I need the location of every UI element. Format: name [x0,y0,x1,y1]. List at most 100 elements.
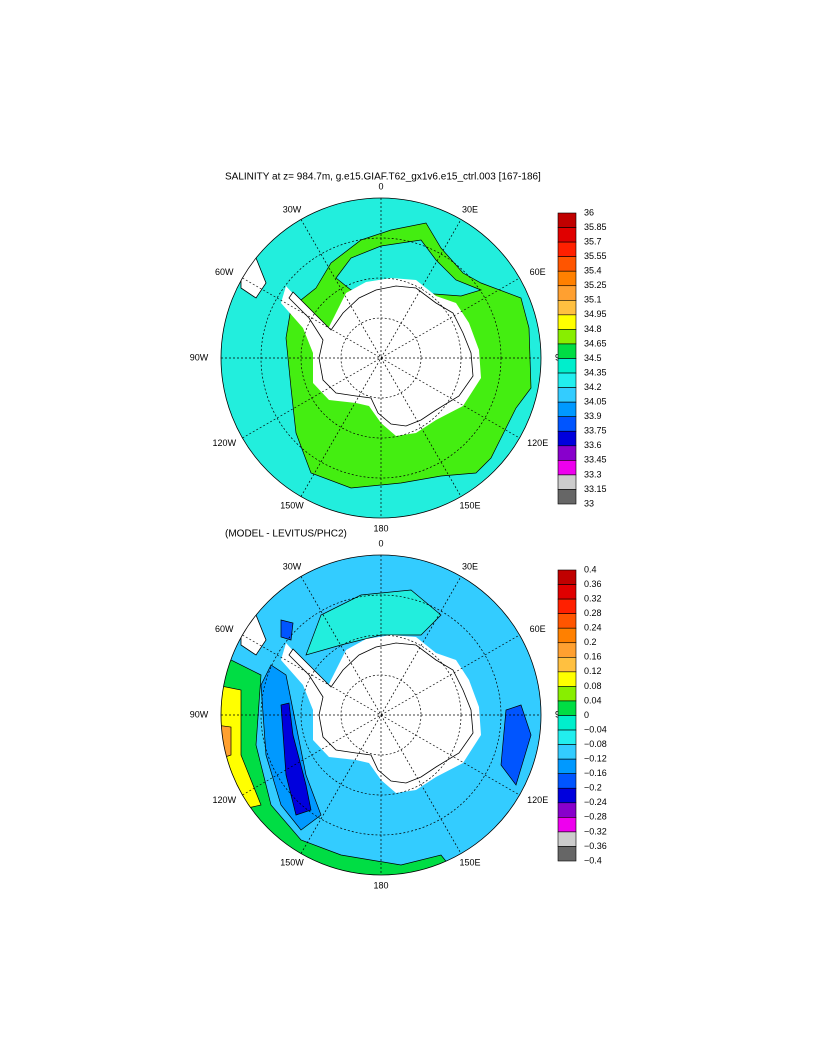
colorbar-label: 34.95 [584,309,607,319]
colorbar-label: −0.32 [584,826,607,836]
colorbar-swatch [557,372,577,388]
longitude-label: 30E [462,204,478,214]
colorbar-swatch [557,241,577,257]
colorbar-label: −0.28 [584,812,607,822]
colorbar-swatch [557,831,577,847]
map-border [220,554,542,876]
region [280,702,312,816]
colorbar-swatch [557,700,577,716]
colorbar-swatch [557,598,577,614]
colorbar-swatch [557,212,577,228]
longitude-label: 0 [378,181,383,191]
colorbar-swatch [557,489,577,505]
colorbar-label: −0.36 [584,841,607,851]
colorbar-label: 33 [584,498,594,508]
colorbar-swatch [557,387,577,403]
colorbar-label: 34.35 [584,367,607,377]
longitude-label: 150W [280,857,304,867]
longitude-label: 0 [378,538,383,548]
meridian [300,576,462,854]
colorbar-swatch [557,299,577,316]
colorbar-label: 34.5 [584,353,602,363]
colorbar-label: 35.25 [584,280,607,290]
longitude-label: 180 [373,523,388,533]
region [500,704,532,786]
colorbar-swatch [557,285,577,301]
colorbar-label: 34.05 [584,397,607,407]
map-title: SALINITY at z= 984.7m, g.e15.GIAF.T62_gx… [225,172,541,183]
colorbar-swatch [557,686,577,702]
colorbar-swatch [557,787,577,804]
colorbar-label: 0.12 [584,666,602,676]
colorbar-label: 0.16 [584,652,602,662]
region [305,589,442,656]
colorbar-swatch [557,343,577,359]
colorbar-swatch [557,627,577,644]
colorbar-swatch [557,758,577,775]
longitude-label: 30W [283,561,302,571]
colorbar-swatch [557,584,577,600]
colorbar-label: −0.12 [584,754,607,764]
longitude-label: 150E [459,500,480,510]
colorbar-label: −0.08 [584,739,607,749]
colorbar-swatch [557,227,577,243]
longitude-label: 90W [190,352,209,362]
longitude-label: 180 [373,880,388,890]
colorbar-swatch [557,430,577,447]
colorbar-swatch [557,671,577,687]
longitude-label: 30E [462,561,478,571]
colorbar-label: 0.04 [584,695,602,705]
colorbar-label: 35.4 [584,266,602,276]
colorbar-label: 0.08 [584,681,602,691]
colorbar-label: −0.04 [584,724,607,734]
map-border [220,197,542,519]
colorbar-swatch [557,569,577,585]
colorbar-label: 0.36 [584,579,602,589]
longitude-label: 120W [213,438,237,448]
colorbar-swatch [557,460,577,476]
colorbar-label: 0.4 [584,564,597,574]
longitude-label: 150W [280,500,304,510]
colorbar-swatch [557,715,577,731]
longitude-label: 120W [213,795,237,805]
colorbar-swatch [557,846,577,862]
longitude-label: 60W [215,624,234,634]
longitude-label: 150E [459,857,480,867]
colorbar-swatch [557,613,577,629]
colorbar-swatch [557,256,577,272]
colorbar-label: 35.55 [584,251,607,261]
colorbar-label: 0 [584,710,589,720]
longitude-label: 30W [283,204,302,214]
colorbar-swatch [557,416,577,432]
colorbar-swatch [557,773,577,789]
map: (MODEL - LEVITUS/PHC2)030E60E90E120E150E… [190,529,607,891]
region [280,619,294,641]
colorbar-swatch [557,817,577,833]
colorbar-label: 0.28 [584,608,602,618]
longitude-label: 90W [190,709,209,719]
colorbar-label: 34.2 [584,382,602,392]
colorbar-label: 33.6 [584,440,602,450]
colorbar-label: 33.15 [584,484,607,494]
colorbar-label: 33.45 [584,455,607,465]
colorbar-swatch [557,802,577,818]
colorbar-label: 34.65 [584,338,607,348]
colorbar-swatch [557,474,577,490]
longitude-label: 60W [215,267,234,277]
colorbar-label: 34.8 [584,324,602,334]
colorbar-label: −0.2 [584,783,602,793]
colorbar-swatch [557,314,577,330]
longitude-label: 120E [527,438,548,448]
colorbar-label: 0.32 [584,593,602,603]
colorbar-swatch [557,270,577,287]
longitude-label: 60E [530,624,546,634]
colorbar-swatch [557,445,577,461]
colorbar-label: 35.1 [584,295,602,305]
map: SALINITY at z= 984.7m, g.e15.GIAF.T62_gx… [190,172,607,534]
colorbar-label: 36 [584,207,594,217]
colorbar-label: −0.4 [584,855,602,865]
colorbar-swatch [557,729,577,745]
colorbar-label: −0.16 [584,768,607,778]
colorbar-label: 35.7 [584,236,602,246]
